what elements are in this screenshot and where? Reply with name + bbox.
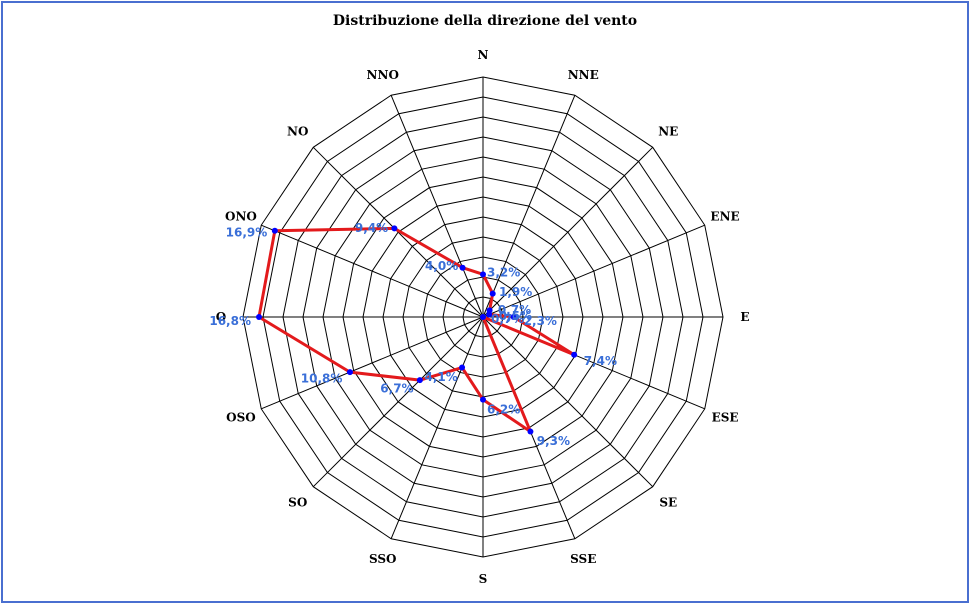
data-point [256, 314, 262, 320]
value-label: 16,8% [209, 314, 251, 328]
value-label: 9,3% [537, 434, 570, 448]
grid-spoke [390, 316, 484, 539]
value-label: 7,4% [584, 354, 617, 368]
value-label: 2,3% [524, 314, 557, 328]
radar-chart: N NNE NE ENE E ESE SE SSE S SSO SO OSO O ONO NO NNO 3,2%… [209, 48, 749, 586]
data-point [480, 314, 486, 320]
data-point [459, 264, 466, 271]
data-point [486, 311, 493, 318]
direction-label: SO [288, 495, 307, 509]
direction-label: SSO [369, 552, 397, 566]
direction-label: NE [658, 125, 678, 139]
value-label: 1,9% [499, 285, 532, 299]
value-label: 6,2% [487, 403, 520, 417]
value-label: 0,7% [498, 303, 531, 317]
data-point [480, 396, 486, 403]
value-label: 10,8% [301, 371, 343, 385]
data-point [527, 428, 534, 435]
data-point [489, 290, 496, 297]
value-label: 0,7% [491, 312, 524, 326]
direction-label: SE [659, 495, 677, 509]
direction-label: O [216, 310, 226, 324]
data-point [510, 314, 517, 320]
data-point [459, 364, 466, 371]
grid-spoke [312, 316, 484, 488]
value-label: 4,0% [425, 259, 458, 273]
value-label: 16,9% [226, 225, 268, 239]
data-point [416, 377, 423, 384]
data-point [571, 351, 578, 358]
data-point [271, 227, 278, 234]
grid-spoke [261, 316, 484, 410]
direction-label: N [478, 48, 489, 62]
series-line [257, 226, 576, 434]
direction-label: OSO [226, 410, 256, 424]
chart-title: Distribuzione della direzione del vento [332, 13, 638, 29]
grid-spoke [482, 316, 654, 488]
grid-spoke [482, 146, 654, 318]
grid-spoke [482, 95, 576, 318]
value-label: 0,5% [499, 309, 532, 323]
data-point [391, 225, 398, 232]
direction-label: ONO [225, 210, 257, 224]
direction-label: SSE [570, 552, 596, 566]
value-label: 4,1% [425, 370, 458, 384]
direction-label: E [740, 310, 749, 324]
grid-spoke [390, 95, 484, 318]
direction-label: S [479, 572, 488, 586]
direction-label: NO [287, 125, 308, 139]
grid-spoke [482, 224, 705, 318]
direction-label: NNE [568, 68, 599, 82]
series-layer [256, 225, 578, 435]
value-label: 3,2% [487, 265, 520, 279]
direction-label: ESE [712, 410, 739, 424]
label-layer: N NNE NE ENE E ESE SE SSE S SSO SO OSO O ONO NO NNO 3,2%… [209, 48, 749, 586]
direction-label: ENE [710, 210, 739, 224]
data-point [480, 271, 486, 278]
grid-spoke [261, 224, 484, 318]
value-label: 6,7% [380, 381, 413, 395]
value-label: 9,4% [355, 221, 388, 235]
direction-label: NNO [367, 68, 399, 82]
data-point [346, 369, 353, 376]
